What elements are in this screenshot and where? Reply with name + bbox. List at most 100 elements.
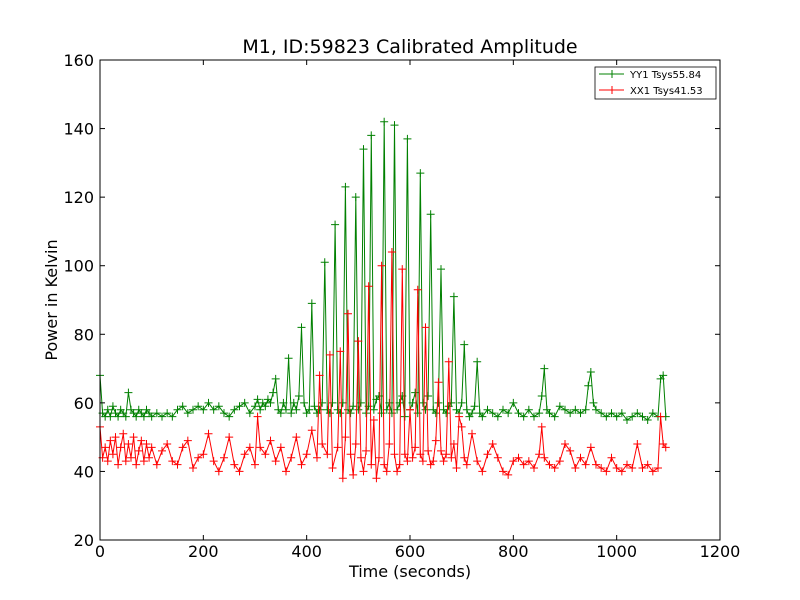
data-point xyxy=(460,340,469,349)
data-point xyxy=(266,436,275,445)
y-tick-label: 160 xyxy=(63,51,94,70)
data-point xyxy=(199,450,208,459)
data-point xyxy=(336,347,345,356)
data-point xyxy=(400,450,409,459)
data-point xyxy=(439,457,448,466)
data-point xyxy=(209,405,218,414)
data-point xyxy=(178,402,187,411)
data-point xyxy=(279,398,288,407)
data-point xyxy=(183,436,192,445)
data-point xyxy=(183,409,192,418)
data-point xyxy=(189,464,197,472)
data-point xyxy=(364,402,373,411)
data-point xyxy=(147,412,156,421)
data-point xyxy=(390,121,399,130)
data-point xyxy=(561,405,569,414)
data-point xyxy=(121,412,130,421)
data-point xyxy=(617,467,626,476)
data-point xyxy=(362,409,371,418)
data-point xyxy=(452,464,461,472)
y-tick-label: 20 xyxy=(74,531,94,550)
data-point xyxy=(168,457,177,466)
data-point xyxy=(584,381,593,390)
data-point xyxy=(101,443,110,452)
data-point xyxy=(612,412,621,421)
data-point xyxy=(235,467,244,476)
data-point xyxy=(623,416,631,424)
data-point xyxy=(349,470,358,479)
data-point xyxy=(387,248,396,256)
series-1 xyxy=(96,117,670,424)
data-point xyxy=(478,412,487,421)
data-point xyxy=(108,402,117,411)
data-point xyxy=(214,402,223,411)
data-point xyxy=(393,467,402,476)
data-point xyxy=(132,412,141,421)
data-point xyxy=(537,422,546,431)
data-point xyxy=(305,405,314,414)
data-point xyxy=(380,460,389,469)
data-point xyxy=(271,457,280,466)
data-point xyxy=(284,354,293,363)
data-point xyxy=(535,450,544,459)
data-point xyxy=(139,457,148,466)
data-point xyxy=(437,446,445,455)
data-point xyxy=(276,443,285,452)
data-point xyxy=(571,464,580,472)
x-tick-label: 800 xyxy=(498,542,529,561)
data-point xyxy=(421,323,430,332)
data-point xyxy=(473,357,482,366)
data-point xyxy=(323,450,332,459)
data-point xyxy=(336,409,345,418)
legend-marker xyxy=(608,86,616,94)
data-point xyxy=(455,412,464,421)
x-tick-label: 1200 xyxy=(700,542,741,561)
data-point xyxy=(581,460,590,469)
data-point xyxy=(493,453,502,462)
y-tick-label: 80 xyxy=(74,325,94,344)
data-point xyxy=(356,453,365,462)
data-point xyxy=(369,405,378,414)
data-point xyxy=(421,405,430,414)
data-point xyxy=(514,453,523,462)
data-point xyxy=(408,398,417,407)
data-point xyxy=(375,392,383,400)
data-point xyxy=(411,443,420,452)
data-point xyxy=(194,453,203,462)
data-point xyxy=(173,405,182,414)
data-point xyxy=(540,364,549,373)
data-point xyxy=(121,457,130,466)
data-point xyxy=(315,371,324,380)
data-point xyxy=(592,405,600,414)
series-layer xyxy=(96,117,670,483)
legend-box xyxy=(594,66,717,100)
x-tick-label: 200 xyxy=(188,542,219,561)
data-point xyxy=(418,457,427,466)
data-point xyxy=(134,446,143,455)
data-point xyxy=(307,426,316,435)
y-axis-label: Power in Kelvin xyxy=(42,239,61,360)
data-point xyxy=(367,131,376,140)
data-point xyxy=(462,460,471,469)
data-point xyxy=(137,436,146,445)
data-point xyxy=(369,416,378,424)
data-point xyxy=(638,412,647,421)
data-point xyxy=(377,261,386,270)
data-point xyxy=(103,405,112,414)
data-point xyxy=(607,453,616,462)
data-point xyxy=(178,443,187,452)
data-point xyxy=(251,402,259,411)
data-point xyxy=(530,412,538,421)
data-point xyxy=(416,450,425,459)
data-point xyxy=(189,405,197,414)
data-point xyxy=(418,398,427,407)
data-point xyxy=(460,453,469,462)
data-point xyxy=(269,388,278,397)
data-point xyxy=(344,309,352,318)
data-point xyxy=(158,412,166,421)
data-point xyxy=(586,443,595,452)
data-point xyxy=(602,467,611,476)
data-point xyxy=(230,405,239,414)
